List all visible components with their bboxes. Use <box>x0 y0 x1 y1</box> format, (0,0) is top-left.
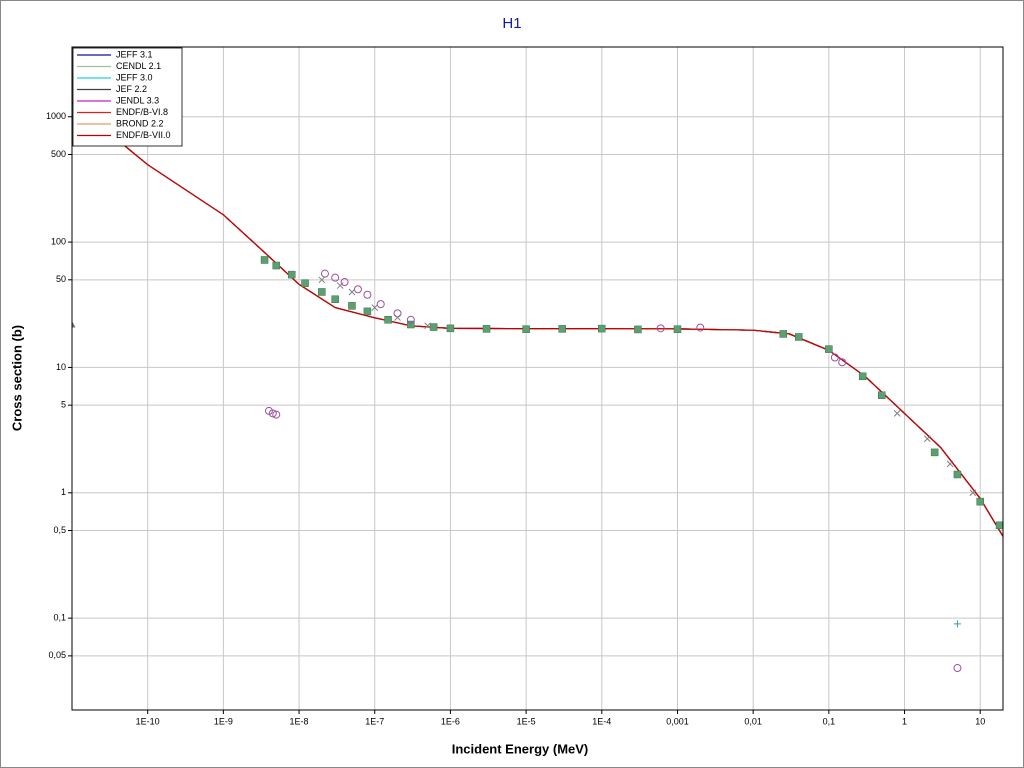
data-point <box>394 314 401 321</box>
x-tick-label: 1E-10 <box>136 716 160 726</box>
data-point <box>371 304 379 311</box>
legend-label: ENDF/B-VI.8 <box>116 107 168 117</box>
legend-label: JENDL 3.3 <box>116 95 159 105</box>
plot-marks <box>72 102 1003 673</box>
legend-label: JEFF 3.1 <box>116 49 153 59</box>
data-point <box>287 270 296 279</box>
data-point <box>363 307 372 316</box>
data-point <box>260 256 269 264</box>
data-point <box>696 323 705 332</box>
data-point <box>893 410 901 417</box>
x-tick-label: 1 <box>902 716 907 726</box>
legend-label: JEFF 3.0 <box>116 72 153 82</box>
x-tick-label: 1E-7 <box>365 716 384 726</box>
data-point <box>72 321 76 328</box>
x-tick-label: 1E-5 <box>517 716 536 726</box>
data-point <box>858 372 867 381</box>
data-point <box>406 315 415 324</box>
data-point <box>272 410 281 419</box>
x-tick-label: 0,01 <box>744 716 762 726</box>
data-point <box>429 323 438 331</box>
x-tick-label: 1E-4 <box>592 716 611 726</box>
x-tick-label: 1E-9 <box>214 716 233 726</box>
data-point <box>318 288 326 296</box>
data-point <box>331 295 339 303</box>
data-point <box>830 353 839 362</box>
data-point <box>301 279 309 287</box>
data-point <box>953 664 962 673</box>
data-point <box>384 316 392 324</box>
x-tick-label: 0,1 <box>823 716 836 726</box>
data-point <box>779 330 788 338</box>
data-point <box>598 324 606 333</box>
legend-box <box>72 47 183 147</box>
data-point <box>976 497 984 506</box>
legend-label: ENDF/B-VII.0 <box>116 130 171 140</box>
data-point <box>424 322 431 330</box>
data-point <box>446 324 455 333</box>
y-tick-label: 1 <box>61 487 66 497</box>
y-tick-label: 0,1 <box>53 613 66 623</box>
y-tick-label: 100 <box>51 236 66 246</box>
data-point <box>634 325 642 334</box>
data-point <box>264 406 273 415</box>
data-point <box>953 470 962 479</box>
legend-label: BROND 2.2 <box>116 118 164 128</box>
data-point <box>969 489 977 497</box>
y-tick-label: 500 <box>51 149 66 159</box>
x-tick-label: 10 <box>975 716 985 726</box>
data-point <box>407 320 415 329</box>
y-axis-label: Cross section (b) <box>9 325 24 431</box>
data-point <box>336 282 344 289</box>
y-tick-label: 50 <box>56 274 66 284</box>
data-point <box>272 261 281 270</box>
y-tick-label: 5 <box>61 400 66 410</box>
data-point <box>838 358 847 367</box>
data-point <box>340 278 349 287</box>
chart-title: H1 <box>502 15 521 32</box>
data-point <box>348 288 356 296</box>
y-tick-label: 0,5 <box>53 525 66 535</box>
plot-area <box>72 47 1003 710</box>
data-point <box>363 290 372 299</box>
data-point <box>995 521 1003 530</box>
plot-border <box>71 46 1004 711</box>
data-point <box>946 460 954 468</box>
x-tick-label: 0,001 <box>666 716 689 726</box>
x-tick-label: 1E-6 <box>441 716 460 726</box>
legend-label: CENDL 2.1 <box>116 61 161 71</box>
data-point <box>656 324 665 333</box>
data-point <box>794 333 803 341</box>
y-tick-label: 10 <box>56 362 66 372</box>
data-point <box>268 409 277 418</box>
data-point <box>558 325 566 333</box>
grid: 1E-10 1E-9 1E-8 1E-7 1E-6 1E-5 1E-4 0,001 0,01 0,… <box>46 47 1003 726</box>
x-axis-label: Incident Energy (MeV) <box>452 741 589 756</box>
data-point <box>953 620 961 628</box>
y-tick-label: 0,05 <box>48 650 66 660</box>
data-point <box>482 325 491 333</box>
data-point <box>673 325 682 333</box>
data-point <box>348 302 356 310</box>
data-point <box>923 435 931 443</box>
legend-label: JEF 2.2 <box>116 84 147 94</box>
data-point <box>825 345 833 353</box>
x-tick-label: 1E-8 <box>290 716 309 726</box>
data-point <box>522 325 530 333</box>
data-point <box>930 448 939 457</box>
data-point <box>376 300 385 309</box>
data-point <box>877 391 886 399</box>
y-tick-label: 1000 <box>46 111 66 121</box>
data-point <box>318 276 326 284</box>
data-point <box>331 273 340 282</box>
